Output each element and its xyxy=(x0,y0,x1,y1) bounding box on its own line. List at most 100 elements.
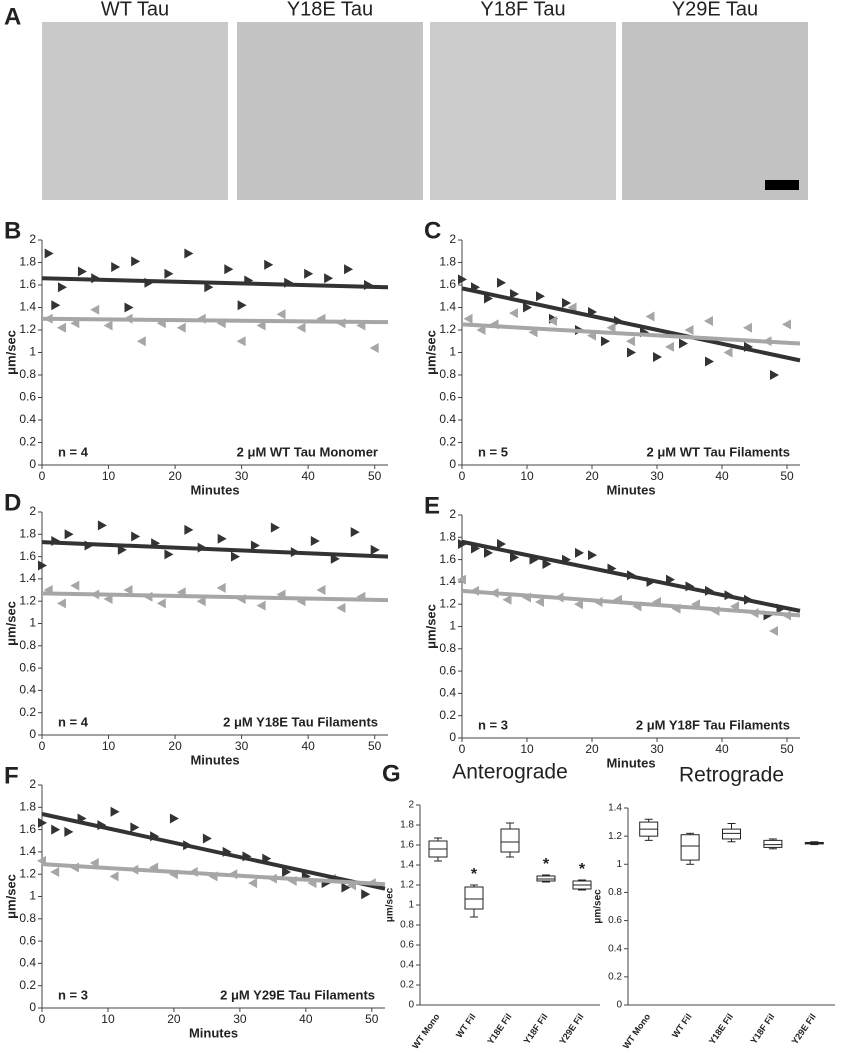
x-tick-label: 0 xyxy=(39,739,46,753)
y-tick-label: 0 xyxy=(449,730,456,744)
y-tick-label: 1.8 xyxy=(400,820,414,831)
y-tick-label: 1.4 xyxy=(439,574,456,588)
x-tick-label: 0 xyxy=(39,469,46,483)
y-tick-label: 0 xyxy=(616,1000,622,1011)
x-axis-label: Minutes xyxy=(190,482,239,497)
y-tick-label: 0.4 xyxy=(439,686,456,700)
point xyxy=(38,817,47,828)
y-tick-label: 2 xyxy=(29,504,36,518)
fit-line xyxy=(461,286,801,363)
point xyxy=(270,522,280,533)
x-tick-label: 30 xyxy=(650,742,664,756)
point xyxy=(626,336,635,347)
x-tick-label: 20 xyxy=(585,469,599,483)
point xyxy=(536,291,545,302)
y-tick-label: 0.8 xyxy=(439,367,456,381)
annotation: n = 3 xyxy=(58,987,88,1002)
y-axis-label: μm/sec xyxy=(385,887,396,922)
significance: * xyxy=(471,866,478,883)
y-tick-label: 0.8 xyxy=(608,887,622,898)
point xyxy=(665,341,674,352)
point xyxy=(90,304,100,315)
point xyxy=(176,322,186,333)
box xyxy=(500,828,520,853)
point xyxy=(204,282,214,293)
x-tick-label: Y18E Fil xyxy=(707,1012,735,1046)
image-title: Y18E Tau xyxy=(287,0,373,20)
x-tick-label: 20 xyxy=(168,739,182,753)
point xyxy=(44,248,54,259)
y-tick-label: 0.6 xyxy=(19,933,36,947)
x-tick-label: 40 xyxy=(715,742,729,756)
micrograph xyxy=(42,22,228,200)
y-tick-label: 1.4 xyxy=(608,803,622,814)
annotation: 2 μM WT Tau Monomer xyxy=(237,444,378,459)
point xyxy=(782,319,791,330)
annotation: n = 4 xyxy=(58,444,89,459)
annotation: n = 4 xyxy=(58,714,89,729)
image-title: WT Tau xyxy=(101,0,169,20)
y-tick-label: 0 xyxy=(449,457,456,471)
point xyxy=(110,806,120,817)
y-tick-label: 0.4 xyxy=(19,956,36,970)
point xyxy=(97,520,107,531)
y-tick-label: 2 xyxy=(449,232,456,246)
fit-line xyxy=(41,540,389,559)
y-tick-label: 0 xyxy=(29,1000,36,1014)
y-tick-label: 1.4 xyxy=(19,300,36,314)
point xyxy=(370,544,380,555)
point xyxy=(679,338,688,349)
y-tick-label: 1.8 xyxy=(19,799,36,813)
y-tick-label: 1.8 xyxy=(19,526,36,540)
point xyxy=(164,549,174,560)
point xyxy=(169,813,179,824)
point xyxy=(237,300,247,311)
y-tick-label: 1 xyxy=(449,619,456,633)
fit-line xyxy=(41,862,386,887)
point xyxy=(350,527,360,538)
annotation: n = 5 xyxy=(478,444,508,459)
y-tick-label: 1.2 xyxy=(19,322,36,336)
y-tick-label: 1 xyxy=(29,345,36,359)
x-tick-label: 40 xyxy=(715,469,729,483)
y-axis-label: μm/sec xyxy=(593,889,604,924)
point xyxy=(236,336,246,347)
y-tick-label: 1.2 xyxy=(608,831,622,842)
x-tick-label: 50 xyxy=(365,1012,379,1026)
point xyxy=(316,585,326,596)
x-tick-label: Y18F Fil xyxy=(522,1012,550,1046)
x-tick-label: Y18E Fil xyxy=(485,1012,513,1046)
panel-label: A xyxy=(4,3,21,30)
y-tick-label: 0.8 xyxy=(439,641,456,655)
point xyxy=(457,574,466,585)
y-axis-label: μm/sec xyxy=(3,874,18,919)
point xyxy=(184,524,194,535)
y-tick-label: 0.6 xyxy=(439,390,456,404)
y-tick-label: 0.8 xyxy=(400,920,414,931)
y-tick-label: 2 xyxy=(408,800,414,811)
point xyxy=(310,535,320,546)
point xyxy=(542,559,552,570)
y-tick-label: 0.4 xyxy=(19,683,36,697)
micrograph xyxy=(430,22,616,200)
annotation: 2 μM Y18E Tau Filaments xyxy=(223,714,378,729)
point xyxy=(136,336,146,347)
point xyxy=(463,313,473,324)
point xyxy=(601,336,610,347)
y-tick-label: 1.2 xyxy=(439,322,456,336)
point xyxy=(276,309,286,320)
y-tick-label: 1.4 xyxy=(400,860,414,871)
x-axis-label: Minutes xyxy=(189,1025,238,1040)
y-tick-label: 1.4 xyxy=(19,844,36,858)
y-tick-label: 0.4 xyxy=(400,960,414,971)
y-tick-label: 1.6 xyxy=(19,277,36,291)
point xyxy=(324,273,334,284)
y-tick-label: 1.6 xyxy=(439,552,456,566)
point xyxy=(156,598,166,609)
y-tick-label: 1.6 xyxy=(19,822,36,836)
x-axis-label: Minutes xyxy=(606,755,655,770)
image-title: Y29E Tau xyxy=(672,0,758,20)
x-tick-label: 10 xyxy=(102,739,116,753)
y-tick-label: 1 xyxy=(29,616,36,630)
x-tick-label: 50 xyxy=(368,469,382,483)
